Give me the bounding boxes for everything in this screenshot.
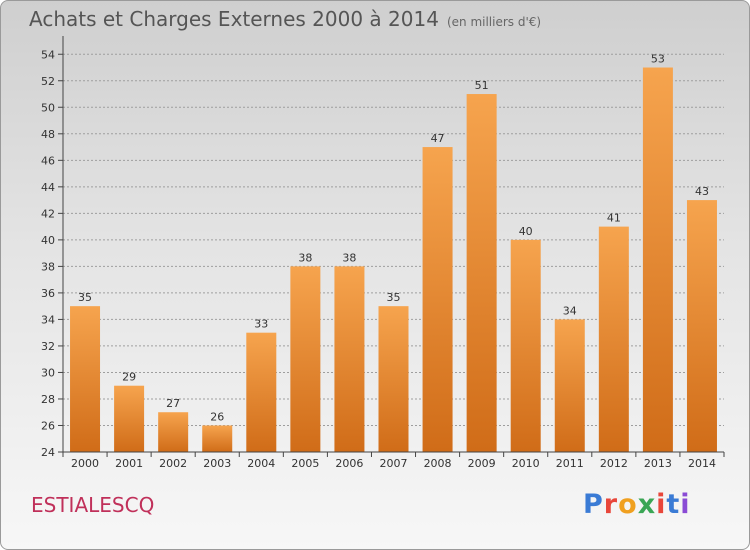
data-label: 51 bbox=[475, 79, 489, 92]
data-label: 38 bbox=[342, 251, 356, 264]
x-tick-label: 2005 bbox=[291, 457, 319, 470]
logo-letter: r bbox=[603, 489, 619, 520]
data-label: 33 bbox=[254, 318, 268, 331]
bar bbox=[70, 306, 101, 452]
x-tick-label: 2014 bbox=[688, 457, 716, 470]
logo-letter: P bbox=[583, 489, 604, 520]
data-label: 38 bbox=[298, 251, 312, 264]
x-tick-label: 2009 bbox=[468, 457, 496, 470]
data-label: 29 bbox=[122, 371, 136, 384]
chart-title: Achats et Charges Externes 2000 à 2014 (e… bbox=[29, 7, 541, 31]
bar bbox=[378, 306, 409, 452]
y-tick-label: 34 bbox=[41, 313, 55, 326]
bar bbox=[114, 385, 145, 452]
x-tick-label: 2007 bbox=[380, 457, 408, 470]
bar bbox=[510, 239, 541, 452]
y-tick-label: 38 bbox=[41, 260, 55, 273]
title-text: Achats et Charges Externes 2000 à 2014 bbox=[29, 7, 439, 31]
bar bbox=[642, 67, 673, 453]
y-tick-label: 50 bbox=[41, 101, 55, 114]
data-label: 35 bbox=[387, 291, 401, 304]
data-label: 40 bbox=[519, 225, 533, 238]
bar bbox=[422, 147, 453, 452]
data-label: 43 bbox=[695, 185, 709, 198]
x-tick-label: 2011 bbox=[556, 457, 584, 470]
logo-letter: x bbox=[637, 489, 657, 520]
bar bbox=[598, 226, 629, 452]
data-label: 27 bbox=[166, 397, 180, 410]
x-tick-label: 2002 bbox=[159, 457, 187, 470]
x-tick-label: 2010 bbox=[512, 457, 540, 470]
y-tick-label: 26 bbox=[41, 419, 55, 432]
y-tick-label: 40 bbox=[41, 234, 55, 247]
data-label: 26 bbox=[210, 410, 224, 423]
y-tick-label: 36 bbox=[41, 287, 55, 300]
proxiti-logo: Proxiti bbox=[583, 489, 691, 520]
y-tick-label: 30 bbox=[41, 366, 55, 379]
data-label: 35 bbox=[78, 291, 92, 304]
data-label: 47 bbox=[431, 132, 445, 145]
bar bbox=[554, 319, 585, 452]
x-tick-label: 2000 bbox=[71, 457, 99, 470]
x-tick-label: 2001 bbox=[115, 457, 143, 470]
data-label: 53 bbox=[651, 53, 665, 66]
y-tick-label: 46 bbox=[41, 154, 55, 167]
x-tick-label: 2013 bbox=[644, 457, 672, 470]
x-tick-label: 2008 bbox=[424, 457, 452, 470]
y-tick-label: 28 bbox=[41, 393, 55, 406]
x-tick-label: 2003 bbox=[203, 457, 231, 470]
title-unit: (en milliers d'€) bbox=[446, 15, 542, 29]
data-label: 34 bbox=[563, 304, 577, 317]
y-tick-label: 32 bbox=[41, 340, 55, 353]
y-tick-label: 52 bbox=[41, 75, 55, 88]
bar bbox=[466, 94, 497, 452]
bar bbox=[202, 425, 233, 452]
bar bbox=[246, 332, 277, 452]
x-tick-label: 2012 bbox=[600, 457, 628, 470]
y-tick-label: 42 bbox=[41, 207, 55, 220]
y-tick-label: 24 bbox=[41, 446, 55, 459]
logo-letter: i bbox=[680, 489, 691, 520]
y-tick-label: 48 bbox=[41, 128, 55, 141]
data-label: 41 bbox=[607, 212, 621, 225]
y-tick-label: 54 bbox=[41, 48, 55, 61]
bar bbox=[686, 200, 717, 452]
commune-name: ESTIALESCQ bbox=[31, 493, 155, 517]
x-tick-label: 2004 bbox=[247, 457, 275, 470]
bar bbox=[334, 266, 365, 452]
bar bbox=[158, 412, 189, 452]
logo-letter: t bbox=[666, 489, 681, 520]
bar bbox=[290, 266, 321, 452]
x-tick-label: 2006 bbox=[335, 457, 363, 470]
logo-letter: i bbox=[656, 489, 667, 520]
logo-letter: o bbox=[618, 489, 638, 520]
y-tick-label: 44 bbox=[41, 181, 55, 194]
